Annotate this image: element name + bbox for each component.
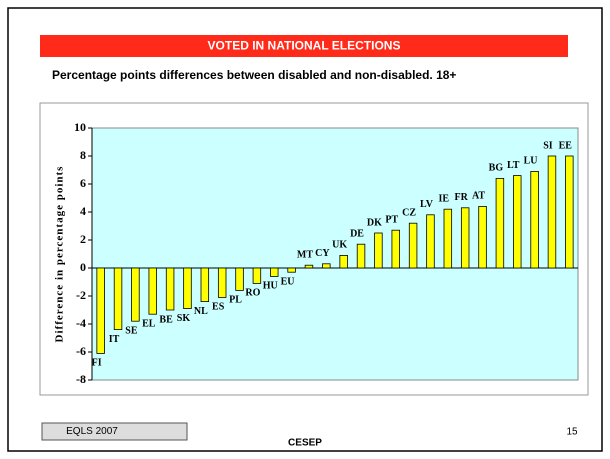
bar: [530, 170, 539, 269]
y-tick-label: 8: [80, 148, 86, 162]
y-tick-label: 10: [74, 120, 86, 134]
bar-label: HU: [263, 281, 278, 292]
bar-label: FI: [92, 358, 102, 369]
y-tick-label: 4: [80, 204, 86, 218]
bar: [200, 267, 210, 302]
bar-label: DK: [367, 217, 382, 228]
footer-box: [41, 422, 188, 441]
bar-label: EU: [281, 276, 295, 287]
bar-label: EE: [559, 140, 573, 151]
footer-center: CESEP: [288, 438, 322, 449]
bar: [460, 207, 470, 269]
bar-label: AT: [472, 191, 485, 202]
bar: [252, 267, 262, 284]
bar: [408, 222, 418, 269]
bar-label: BE: [159, 314, 173, 325]
bar-label: IT: [109, 334, 120, 345]
bar-label: RO: [245, 288, 260, 299]
bar-label: CY: [315, 248, 330, 259]
bar-label: LV: [420, 199, 434, 210]
bar-label: CZ: [402, 207, 416, 218]
bar-label: NL: [194, 306, 208, 317]
bar-label: DE: [350, 228, 364, 239]
bar-label: SI: [543, 140, 553, 151]
bar-label: MT: [297, 249, 313, 260]
bar: [356, 243, 366, 269]
bar-label: SK: [177, 313, 191, 324]
bar: [565, 155, 574, 269]
bar-label: UK: [332, 240, 347, 251]
bar-label: SE: [125, 325, 138, 336]
y-tick-label: -2: [76, 288, 86, 302]
bar-label: PL: [229, 295, 242, 306]
bar: [235, 267, 244, 291]
y-tick-label: 0: [80, 260, 86, 274]
y-tick-label: 2: [80, 232, 86, 246]
slide-title: VOTED IN NATIONAL ELECTIONS: [208, 39, 401, 53]
bar-label: EL: [142, 318, 156, 329]
bar: [322, 263, 331, 269]
bar: [513, 175, 522, 269]
bar: [495, 177, 505, 269]
y-tick-label: -4: [76, 316, 86, 330]
bar-label: LT: [507, 160, 520, 171]
bar: [287, 267, 296, 273]
bar: [131, 267, 140, 322]
y-axis-label: Difference in percentage points: [54, 166, 66, 343]
bar-label: ES: [212, 302, 225, 313]
page-number: 15: [566, 427, 578, 438]
title-banner: [40, 35, 568, 57]
bar: [113, 267, 123, 330]
slide-subtitle: Percentage points differences between di…: [52, 68, 456, 82]
bar: [547, 155, 557, 269]
bar: [183, 267, 192, 309]
bar: [478, 205, 487, 269]
plot-area: [91, 127, 579, 381]
bar: [270, 267, 279, 277]
bar: [148, 267, 157, 315]
bar: [339, 254, 348, 269]
bar: [443, 208, 453, 269]
bar: [304, 264, 314, 269]
bar-label: FR: [455, 192, 469, 203]
bar-label: BG: [489, 163, 504, 174]
bar: [374, 232, 383, 269]
y-tick-label: 6: [80, 176, 86, 190]
bar: [426, 214, 435, 269]
y-tick-label: -8: [76, 372, 86, 386]
bar: [217, 267, 227, 298]
bar: [96, 267, 105, 354]
bar-label: IE: [439, 193, 450, 204]
bar-label: PT: [385, 214, 398, 225]
bar-label: LU: [524, 156, 538, 167]
y-tick-label: -6: [76, 344, 86, 358]
bar: [391, 229, 400, 269]
bar: [165, 267, 175, 311]
footer-left: EQLS 2007: [66, 426, 118, 437]
